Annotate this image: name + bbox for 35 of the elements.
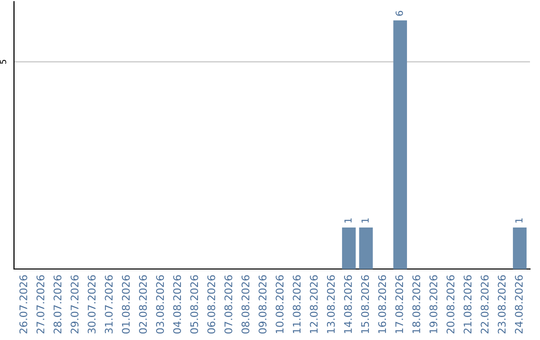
x-tick-label: 18.08.2026: [412, 275, 420, 334]
x-tick-label: 16.08.2026: [378, 275, 386, 334]
data-label: 6: [396, 10, 403, 16]
data-label: 1: [362, 218, 369, 223]
x-tick-label: 04.08.2026: [173, 275, 182, 334]
x-tick-label: 22.08.2026: [480, 275, 489, 334]
x-tick-label: 05.08.2026: [190, 275, 198, 334]
x-tick-label: 27.07.2026: [36, 275, 44, 334]
x-tick-label: 08.08.2026: [242, 275, 250, 334]
x-tick-label: 19.08.2026: [429, 275, 438, 334]
x-tick-label: 21.08.2026: [464, 275, 472, 334]
data-label: 1: [344, 218, 352, 223]
x-tick-label: 02.08.2026: [139, 275, 147, 334]
x-tick-label: 12.08.2026: [310, 275, 318, 334]
x-tick-label: 09.08.2026: [258, 275, 266, 334]
x-tick-label: 14.08.2026: [344, 275, 352, 334]
x-tick-label: 11.08.2026: [292, 275, 301, 334]
x-tick-label: 26.07.2026: [19, 275, 28, 334]
x-tick-label: 24.08.2026: [514, 275, 523, 334]
x-tick-label: 23.08.2026: [498, 275, 506, 334]
x-tick-label: 15.08.2026: [361, 275, 369, 334]
ref-line-label: 5: [0, 60, 6, 64]
x-tick-label: 31.07.2026: [104, 275, 113, 334]
data-label: 1: [515, 218, 522, 223]
x-tick-label: 17.08.2026: [395, 275, 404, 334]
x-tick-label: 06.08.2026: [207, 275, 216, 334]
x-tick-label: 03.08.2026: [156, 275, 164, 334]
x-tick-label: 13.08.2026: [326, 275, 335, 334]
x-tick-label: 29.07.2026: [70, 275, 79, 334]
x-tick-label: 30.07.2026: [88, 275, 96, 334]
x-tick-label: 01.08.2026: [122, 275, 130, 334]
x-tick-label: 07.08.2026: [224, 275, 232, 334]
x-tick-label: 10.08.2026: [276, 275, 284, 334]
x-tick-label: 20.08.2026: [446, 275, 454, 334]
x-tick-label: 28.07.2026: [54, 275, 62, 334]
